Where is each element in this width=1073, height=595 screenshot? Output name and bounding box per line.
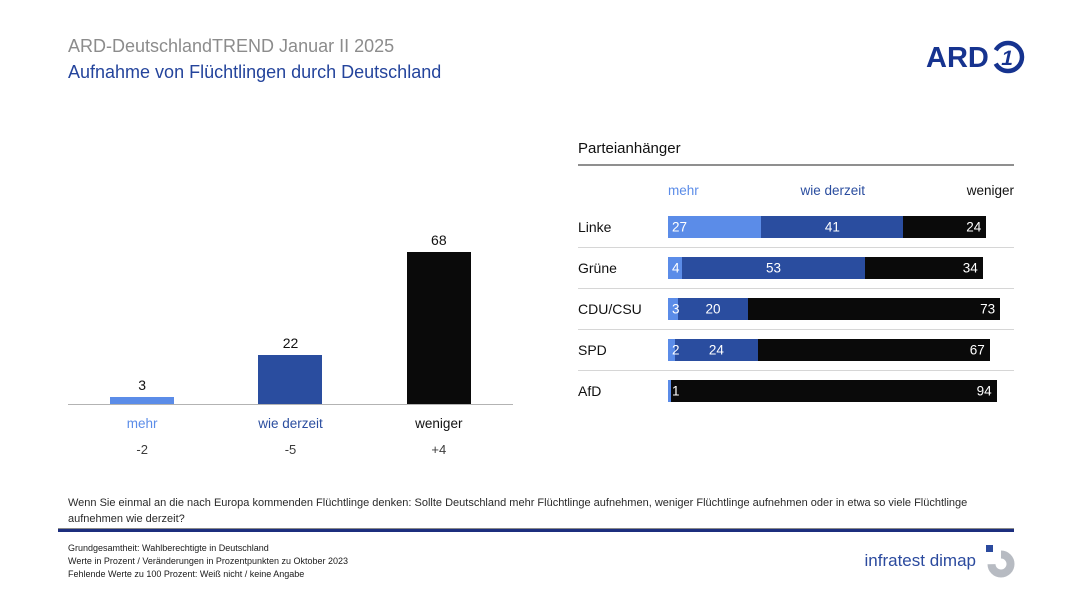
- segment-value: 24: [708, 342, 724, 358]
- party-panel: Parteianhänger mehr wie derzeit weniger …: [578, 140, 1014, 411]
- grouped-bar-chart: 3 22 68 mehr wie derzeit weniger -2 -5 +4: [68, 226, 513, 457]
- bar: [406, 252, 471, 404]
- ard-logo: ARD 1: [926, 36, 1028, 83]
- bar-segment-mehr: 1: [668, 380, 680, 402]
- category-label: wie derzeit: [258, 416, 323, 431]
- bar-segment-wie-derzeit: 41: [761, 216, 904, 238]
- bar-segment-weniger: 67: [757, 339, 990, 361]
- segment-value: 73: [980, 301, 996, 317]
- ard-one-icon: 1: [999, 47, 1016, 70]
- ard-logo-text: ARD: [926, 42, 989, 74]
- change-label: -2: [136, 442, 148, 457]
- party-panel-title: Parteianhänger: [578, 140, 681, 157]
- segment-value: 94: [976, 383, 992, 399]
- bar-value-label: 22: [282, 335, 299, 351]
- column-header-mehr: mehr: [668, 183, 699, 198]
- segment-value: 67: [969, 342, 985, 358]
- footer-divider: [58, 528, 1014, 532]
- bar-segment-mehr: 27: [668, 216, 762, 238]
- bar-segment-weniger: 34: [865, 257, 983, 279]
- segment-value: 53: [766, 260, 782, 276]
- column-header-weniger: weniger: [966, 183, 1014, 198]
- party-label: SPD: [578, 342, 607, 358]
- x-axis-line: [68, 404, 513, 405]
- bar-value-label: 68: [431, 232, 447, 248]
- party-row: SPD 2 24 67: [578, 330, 1014, 371]
- bar-value-label: 3: [138, 377, 147, 393]
- segment-value: 24: [966, 219, 982, 235]
- bar-group: 22: [216, 335, 364, 404]
- party-panel-rule: [578, 164, 1014, 166]
- bar-group: 68: [365, 232, 513, 404]
- column-header-wie-derzeit: wie derzeit: [800, 183, 865, 198]
- header: ARD-DeutschlandTREND Januar II 2025 Aufn…: [68, 36, 441, 83]
- bar-segment-weniger: 24: [903, 216, 987, 238]
- party-row: AfD 1 94: [578, 371, 1014, 411]
- footer-line-3: Fehlende Werte zu 100 Prozent: Weiß nich…: [68, 569, 305, 580]
- stacked-bar: 4 53 34: [668, 257, 1014, 279]
- segment-value: 20: [705, 301, 721, 317]
- party-row: CDU/CSU 3 20 73: [578, 289, 1014, 330]
- change-labels: -2 -5 +4: [68, 442, 513, 457]
- infratest-dimap-icon: [986, 545, 1015, 578]
- stacked-bar: 2 24 67: [668, 339, 1014, 361]
- bar-segment-mehr: 3: [668, 298, 680, 320]
- footer-line-2: Werte in Prozent / Veränderungen in Proz…: [68, 556, 349, 567]
- footer-line-1: Grundgesamtheit: Wahlberechtigte in Deut…: [68, 543, 269, 553]
- category-label: weniger: [415, 416, 463, 431]
- bar-segment-mehr: 2: [668, 339, 680, 361]
- bar-group: 3: [68, 377, 216, 404]
- segment-value: 34: [962, 260, 978, 276]
- change-label: -5: [284, 442, 297, 457]
- party-label: AfD: [578, 383, 602, 399]
- question-text: Wenn Sie einmal an die nach Europa komme…: [68, 497, 968, 525]
- segment-value: 27: [672, 219, 688, 235]
- bar-segment-wie-derzeit: 53: [681, 257, 866, 279]
- bar-segment-mehr: 4: [668, 257, 682, 279]
- segment-value: 2: [672, 342, 680, 358]
- grouped-bars: 3 22 68: [68, 226, 513, 404]
- party-label: Grüne: [578, 260, 617, 276]
- ard-circle-icon: [991, 40, 1025, 74]
- bar-segment-wie-derzeit: 20: [678, 298, 748, 320]
- ard-logo-icon: ARD 1: [926, 40, 1025, 74]
- party-row: Grüne 4 53 34: [578, 248, 1014, 289]
- infratest-dimap-text: infratest dimap: [864, 551, 977, 570]
- segment-value: 4: [672, 260, 680, 276]
- bar-segment-wie-derzeit: 24: [674, 339, 758, 361]
- bar: [110, 397, 175, 404]
- party-label: CDU/CSU: [578, 301, 642, 317]
- infratest-dimap-logo: infratest dimap: [865, 544, 1016, 578]
- party-rows: Linke 27 41 24 Grüne 4 53 34 CDU/CSU 3 20 73 SPD 2 24 6…: [578, 207, 1014, 411]
- stacked-bar: 1 94: [668, 380, 1014, 402]
- party-label: Linke: [578, 219, 612, 235]
- page-subtitle: Aufnahme von Flüchtlingen durch Deutschl…: [68, 62, 442, 82]
- segment-value: 1: [672, 383, 680, 399]
- bar-segment-weniger: 94: [671, 380, 997, 402]
- bar-segment-weniger: 73: [747, 298, 1001, 320]
- segment-value: 41: [824, 219, 840, 235]
- party-row: Linke 27 41 24: [578, 207, 1014, 248]
- category-labels: mehr wie derzeit weniger: [68, 416, 513, 431]
- segment-value: 3: [672, 301, 680, 317]
- stacked-bar: 27 41 24: [668, 216, 1014, 238]
- category-label: mehr: [126, 416, 158, 431]
- footer-notes: Grundgesamtheit: Wahlberechtigte in Deut…: [68, 542, 348, 581]
- party-column-headers: mehr wie derzeit weniger: [668, 183, 1014, 198]
- bar: [258, 355, 323, 404]
- change-label: +4: [431, 442, 447, 457]
- stacked-bar: 3 20 73: [668, 298, 1014, 320]
- page-title: ARD-DeutschlandTREND Januar II 2025: [68, 36, 395, 56]
